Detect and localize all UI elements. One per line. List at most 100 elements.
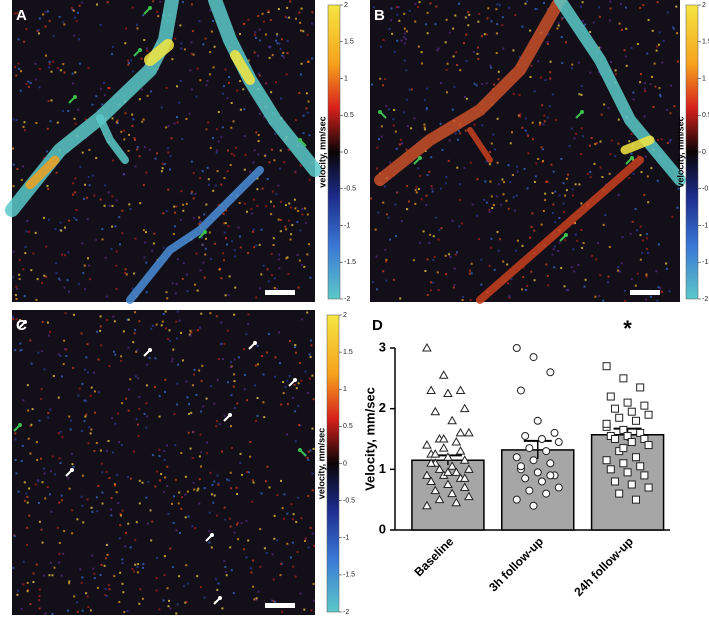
- speckle: [385, 105, 388, 107]
- speckle: [179, 532, 181, 534]
- speckle: [448, 253, 451, 256]
- speckle: [195, 252, 198, 255]
- speckle: [444, 41, 447, 44]
- speckle: [617, 118, 620, 121]
- speckle: [146, 363, 149, 366]
- speckle: [92, 567, 95, 570]
- speckle: [544, 192, 547, 195]
- speckle: [581, 20, 584, 23]
- speckle: [468, 13, 471, 16]
- speckle: [490, 246, 493, 249]
- speckle: [280, 38, 283, 41]
- speckle: [283, 161, 286, 164]
- speckle: [134, 165, 137, 168]
- speckle: [277, 218, 280, 221]
- speckle: [227, 225, 230, 228]
- speckle: [22, 583, 25, 586]
- speckle: [526, 285, 529, 287]
- speckle: [271, 190, 274, 193]
- speckle: [444, 182, 447, 185]
- speckle: [113, 350, 115, 353]
- speckle: [206, 441, 209, 444]
- speckle: [27, 80, 30, 83]
- colorbar-tick-label: 1.5: [344, 39, 354, 46]
- speckle: [175, 612, 178, 615]
- speckle: [211, 493, 213, 496]
- colorbar-tick-label: -2: [344, 296, 350, 303]
- speckle: [296, 551, 299, 553]
- speckle: [307, 392, 309, 394]
- speckle: [524, 117, 527, 120]
- speckle: [307, 495, 310, 497]
- speckle: [55, 272, 58, 275]
- speckle: [29, 339, 32, 342]
- speckle: [527, 152, 530, 155]
- data-point: [464, 491, 474, 501]
- speckle: [609, 7, 612, 10]
- speckle: [257, 134, 260, 136]
- speckle: [468, 269, 471, 272]
- speckle: [294, 346, 297, 349]
- speckle: [49, 561, 52, 564]
- speckle: [459, 132, 462, 135]
- speckle: [437, 47, 440, 50]
- y-axis-label: Velocity, mm/sec: [362, 387, 377, 491]
- speckle: [646, 248, 649, 250]
- speckle: [131, 124, 134, 127]
- speckle: [12, 118, 15, 121]
- speckle: [275, 288, 278, 291]
- speckle: [19, 342, 22, 345]
- speckle: [495, 52, 498, 54]
- speckle: [63, 348, 66, 350]
- speckle: [68, 580, 71, 583]
- speckle: [473, 82, 476, 85]
- speckle: [218, 423, 221, 426]
- speckle: [25, 230, 28, 233]
- speckle: [526, 0, 529, 3]
- speckle: [31, 408, 34, 411]
- speckle: [475, 84, 478, 87]
- speckle: [576, 239, 579, 242]
- speckle: [199, 220, 202, 223]
- speckle: [301, 318, 304, 321]
- data-point: [426, 458, 436, 467]
- speckle: [14, 65, 17, 68]
- speckle: [156, 557, 159, 559]
- speckle: [169, 607, 172, 610]
- data-point: [550, 428, 559, 437]
- speckle: [138, 396, 141, 399]
- speckle: [645, 273, 648, 276]
- speckle: [396, 13, 399, 16]
- speckle: [198, 502, 201, 505]
- speckle: [79, 62, 82, 65]
- speckle: [79, 165, 82, 168]
- speckle: [129, 378, 132, 381]
- speckle: [201, 364, 204, 367]
- speckle: [534, 8, 537, 10]
- speckle: [122, 591, 125, 594]
- speckle: [282, 381, 285, 383]
- speckle: [191, 384, 194, 387]
- speckle: [103, 564, 106, 567]
- speckle: [58, 501, 61, 504]
- speckle: [26, 544, 29, 546]
- speckle: [446, 62, 449, 65]
- arrow-tip: [298, 448, 302, 452]
- speckle: [142, 118, 145, 121]
- speckle: [230, 152, 233, 155]
- speckle: [99, 449, 102, 452]
- speckle: [312, 582, 315, 585]
- speckle: [217, 140, 220, 143]
- speckle: [166, 485, 169, 487]
- speckle: [424, 270, 427, 272]
- speckle: [560, 36, 563, 38]
- data-point: [447, 461, 457, 470]
- speckle: [196, 289, 199, 292]
- speckle: [131, 113, 134, 116]
- speckle: [199, 79, 202, 82]
- speckle: [289, 238, 292, 241]
- speckle: [481, 83, 484, 86]
- speckle: [281, 610, 284, 613]
- speckle: [106, 553, 109, 556]
- speckle: [85, 413, 88, 416]
